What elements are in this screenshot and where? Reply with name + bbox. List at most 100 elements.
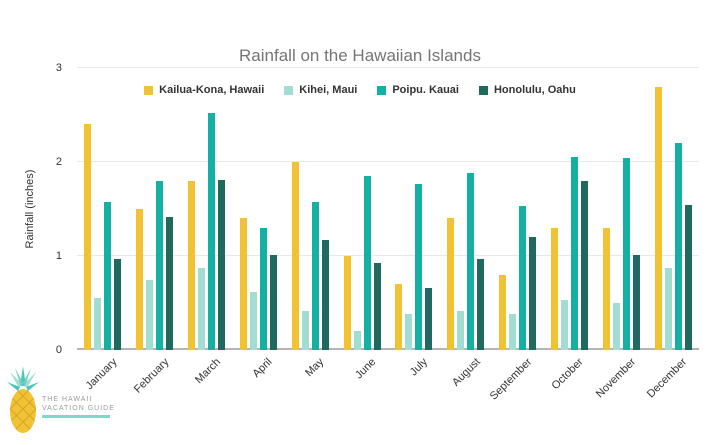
x-axis-label: February xyxy=(131,356,172,396)
bar xyxy=(363,176,371,350)
gridline xyxy=(77,348,699,350)
x-axis-label: September xyxy=(487,356,535,403)
bar xyxy=(499,274,507,350)
bar xyxy=(198,268,206,350)
bar xyxy=(654,86,662,350)
legend-label: Poipu. Kauai xyxy=(392,84,459,96)
bar xyxy=(447,218,455,350)
bar-group-april xyxy=(232,68,284,350)
bar xyxy=(188,180,196,350)
y-tick-label: 0 xyxy=(55,344,62,356)
bar xyxy=(239,218,247,350)
logo-text-line2: VACATION GUIDE xyxy=(42,405,115,412)
bar xyxy=(622,158,630,350)
chart-title: Rainfall on the Hawaiian Islands xyxy=(239,46,481,65)
bar xyxy=(612,303,620,350)
bar xyxy=(114,258,122,350)
x-axis-label: August xyxy=(449,356,483,389)
bar xyxy=(301,310,309,350)
pineapple-icon xyxy=(7,366,39,433)
legend-swatch-icon xyxy=(377,85,387,95)
x-axis-label: March xyxy=(192,356,224,387)
bar xyxy=(684,205,692,350)
x-axis-label: July xyxy=(408,356,431,379)
bar-group-december xyxy=(647,68,699,350)
bar-group-july xyxy=(388,68,440,350)
y-tick-label: 3 xyxy=(55,62,62,74)
legend-item: Poipu. Kauai xyxy=(377,84,459,96)
legend: Kailua-Kona, Hawaii Kihei, Maui Poipu. Kau… xyxy=(0,84,720,96)
bar xyxy=(146,279,154,350)
gridline xyxy=(77,255,699,256)
bar xyxy=(321,240,329,350)
bar xyxy=(269,255,277,350)
bar xyxy=(395,284,403,350)
bar xyxy=(467,173,475,350)
bar xyxy=(136,209,144,350)
bar-group-june xyxy=(336,68,388,350)
legend-swatch-icon xyxy=(144,85,154,95)
x-axis-label: June xyxy=(353,356,379,382)
x-axis-label: April xyxy=(250,356,275,381)
bar xyxy=(560,300,568,350)
bar xyxy=(249,291,257,350)
legend-label: Honolulu, Oahu xyxy=(493,84,576,96)
bar xyxy=(405,314,413,350)
bar-group-march xyxy=(181,68,233,350)
bar xyxy=(259,227,267,350)
y-tick-label: 2 xyxy=(55,156,62,168)
legend-swatch-icon xyxy=(478,85,488,95)
bar xyxy=(664,268,672,350)
logo-text: THE HAWAII VACATION GUIDE xyxy=(42,395,115,418)
x-axis-label: May xyxy=(303,356,327,380)
bar xyxy=(94,298,102,350)
bar xyxy=(425,287,433,350)
bar xyxy=(580,180,588,350)
bar xyxy=(353,331,361,350)
bar-group-january xyxy=(77,68,129,350)
bar xyxy=(674,143,682,350)
bar xyxy=(632,255,640,350)
y-tick-label: 1 xyxy=(55,250,62,262)
bar-group-november xyxy=(595,68,647,350)
logo-tagline-line xyxy=(42,415,110,418)
bar-group-february xyxy=(129,68,181,350)
bar xyxy=(156,180,164,350)
bar xyxy=(570,157,578,350)
legend-item: Kihei, Maui xyxy=(284,84,357,96)
legend-item: Kailua-Kona, Hawaii xyxy=(144,84,264,96)
bar xyxy=(415,183,423,350)
bar xyxy=(373,262,381,350)
bar xyxy=(104,202,112,350)
bar-group-august xyxy=(440,68,492,350)
bar xyxy=(343,256,351,350)
bar xyxy=(166,216,174,350)
legend-label: Kailua-Kona, Hawaii xyxy=(159,84,265,96)
bar-group-may xyxy=(284,68,336,350)
bar xyxy=(311,202,319,350)
gridline xyxy=(77,67,699,68)
bar xyxy=(84,124,92,350)
x-axis-label: November xyxy=(593,356,638,401)
bar xyxy=(519,206,527,350)
bar xyxy=(529,237,537,350)
bar xyxy=(550,227,558,350)
x-axis-label: December xyxy=(645,356,690,401)
bar xyxy=(208,113,216,350)
legend-label: Kihei, Maui xyxy=(299,84,358,96)
bar xyxy=(291,162,299,350)
y-axis-title: Rainfall (inches) xyxy=(24,169,36,249)
x-axis-labels: January February March April May June July Augu… xyxy=(77,356,699,431)
bar-group-october xyxy=(543,68,595,350)
logo: THE HAWAII VACATION GUIDE xyxy=(6,364,115,436)
plot-area xyxy=(77,67,699,350)
x-axis-label: October xyxy=(549,356,586,393)
legend-item: Honolulu, Oahu xyxy=(478,84,576,96)
bar xyxy=(509,314,517,350)
y-axis: 0 1 2 3 xyxy=(0,62,70,356)
bar-group-september xyxy=(492,68,544,350)
bar xyxy=(218,179,226,350)
bar xyxy=(602,227,610,350)
bar xyxy=(457,310,465,350)
legend-swatch-icon xyxy=(284,85,294,95)
